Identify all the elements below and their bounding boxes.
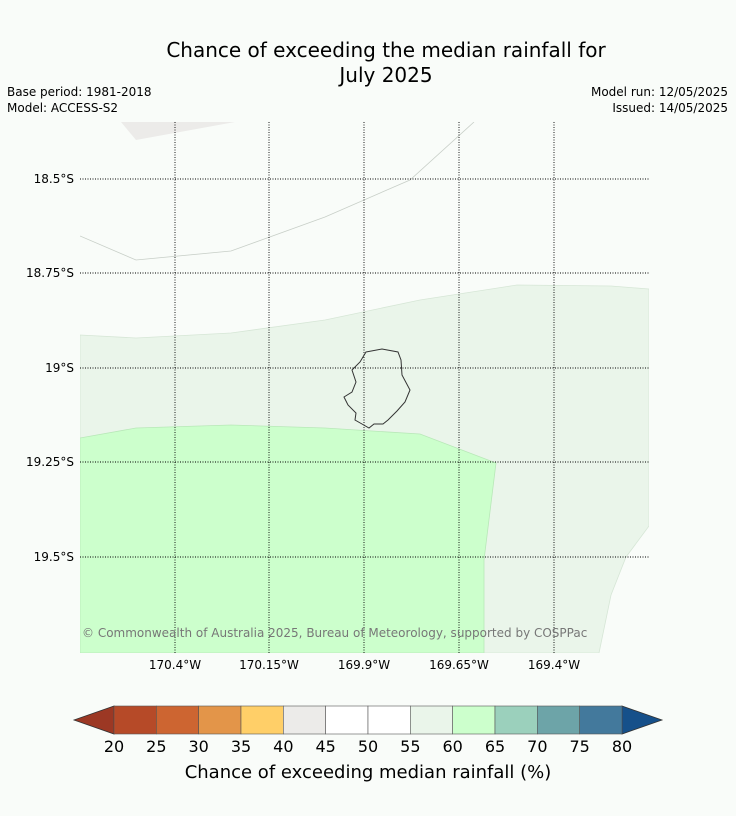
colorbar-tick-label: 35 <box>231 737 251 756</box>
lat-label: 19.25°S <box>26 455 74 469</box>
colorbar-segment <box>410 705 453 735</box>
base-period-text: Base period: 1981-2018 <box>7 85 152 99</box>
niue-island-outline <box>343 348 411 429</box>
colorbar-segment <box>240 705 284 735</box>
lon-label: 169.9°W <box>338 658 390 672</box>
lat-label: 19.5°S <box>34 550 74 564</box>
lat-label: 18.75°S <box>26 266 74 280</box>
lon-label: 169.4°W <box>528 658 580 672</box>
colorbar-segment <box>113 705 157 735</box>
colorbar-segment <box>283 705 326 735</box>
colorbar-tick-label: 60 <box>442 737 462 756</box>
colorbar-segment <box>325 705 369 735</box>
colorbar-tick-label: 50 <box>358 737 378 756</box>
colorbar-under-arrow <box>72 705 115 735</box>
lon-labels: 170.4°W 170.15°W 169.9°W 169.65°W 169.4°… <box>149 658 580 672</box>
colorbar-segment <box>537 705 580 735</box>
lat-label: 18.5°S <box>34 172 74 186</box>
colorbar-tick-label: 70 <box>527 737 547 756</box>
colorbar-segment <box>579 705 623 735</box>
issued-text: Issued: 14/05/2025 <box>612 101 728 115</box>
colorbar-tick-label: 55 <box>400 737 420 756</box>
colorbar-over-arrow <box>621 705 664 735</box>
map-title: Chance of exceeding the median rainfall … <box>0 38 736 88</box>
copyright-text: © Commonwealth of Australia 2025, Bureau… <box>82 626 587 640</box>
meta-left: Base period: 1981-2018 Model: ACCESS-S2 <box>7 84 152 116</box>
model-run-text: Model run: 12/05/2025 <box>590 85 728 99</box>
region-40-45 <box>121 122 235 140</box>
model-text: Model: ACCESS-S2 <box>7 101 119 115</box>
colorbar-segment <box>494 705 538 735</box>
colorbar-segment <box>367 705 411 735</box>
contour-line <box>80 122 475 261</box>
colorbar-tick-label: 40 <box>273 737 293 756</box>
colorbar-tick-label: 65 <box>485 737 505 756</box>
lat-label: 19°S <box>45 361 74 375</box>
gridlines <box>80 122 649 653</box>
region-60-65 <box>80 424 497 653</box>
lon-label: 170.4°W <box>149 658 201 672</box>
map-title-line1: Chance of exceeding the median rainfall … <box>166 38 606 62</box>
colorbar-tick-label: 75 <box>569 737 589 756</box>
colorbar-segment <box>198 705 242 735</box>
lat-labels: 18.5°S 18.75°S 19°S 19.25°S 19.5°S <box>26 172 74 564</box>
meta-right: Model run: 12/05/2025 Issued: 14/05/2025 <box>591 84 728 116</box>
map-panel: © Commonwealth of Australia 2025, Bureau… <box>80 122 649 653</box>
colorbar-tick-label: 45 <box>315 737 335 756</box>
colorbar-tick-label: 30 <box>188 737 208 756</box>
colorbar: 20 25 30 35 40 45 50 55 60 65 70 75 80 Chance of exc… <box>72 705 664 783</box>
colorbar-tick-label: 25 <box>146 737 166 756</box>
colorbar-segment <box>156 705 199 735</box>
map-title-line2: July 2025 <box>339 63 433 87</box>
colorbar-segments <box>113 705 623 735</box>
colorbar-ticks: 20 25 30 35 40 45 50 55 60 65 70 75 80 <box>104 737 632 756</box>
colorbar-tick-label: 20 <box>104 737 124 756</box>
colorbar-label: Chance of exceeding median rainfall (%) <box>185 762 552 783</box>
colorbar-segment <box>452 705 496 735</box>
lon-label: 169.65°W <box>429 658 489 672</box>
colorbar-tick-label: 80 <box>612 737 632 756</box>
lon-label: 170.15°W <box>239 658 299 672</box>
